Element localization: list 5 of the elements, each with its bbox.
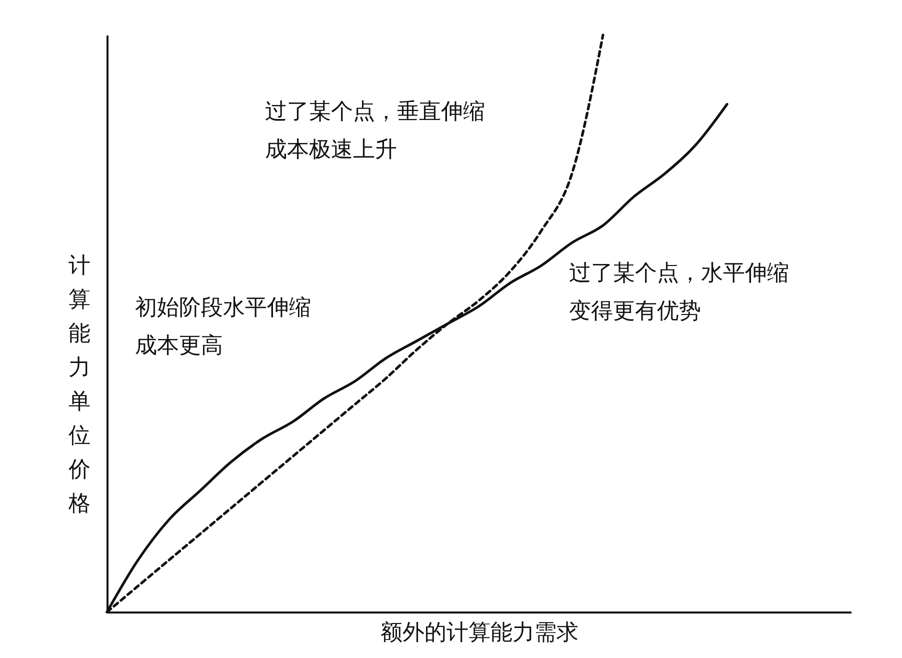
annotation: 初始阶段水平伸缩成本更高 xyxy=(134,296,311,359)
annotation: 过了某个点，垂直伸缩成本极速上升 xyxy=(265,99,486,162)
x-axis-title: 额外的计算能力需求 xyxy=(380,620,578,646)
y-axis-title: 计算能力单位价格 xyxy=(68,254,90,516)
annotation: 过了某个点，水平伸缩变得更有优势 xyxy=(568,260,789,324)
